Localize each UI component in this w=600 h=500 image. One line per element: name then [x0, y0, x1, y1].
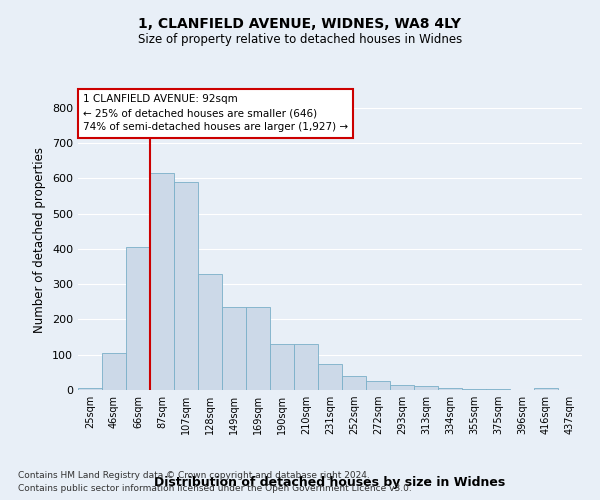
Text: 1, CLANFIELD AVENUE, WIDNES, WA8 4LY: 1, CLANFIELD AVENUE, WIDNES, WA8 4LY: [139, 18, 461, 32]
Bar: [294, 344, 318, 390]
Text: Contains public sector information licensed under the Open Government Licence v3: Contains public sector information licen…: [18, 484, 412, 493]
Bar: [102, 353, 126, 390]
Bar: [438, 388, 462, 390]
Bar: [150, 173, 174, 390]
Bar: [222, 307, 246, 390]
Bar: [246, 307, 270, 390]
Bar: [342, 376, 366, 390]
Bar: [318, 364, 342, 390]
Bar: [270, 344, 294, 390]
Bar: [390, 384, 414, 390]
Bar: [174, 182, 198, 390]
Text: 1 CLANFIELD AVENUE: 92sqm
← 25% of detached houses are smaller (646)
74% of semi: 1 CLANFIELD AVENUE: 92sqm ← 25% of detac…: [83, 94, 348, 132]
X-axis label: Distribution of detached houses by size in Widnes: Distribution of detached houses by size …: [154, 476, 506, 489]
Text: Contains HM Land Registry data © Crown copyright and database right 2024.: Contains HM Land Registry data © Crown c…: [18, 470, 370, 480]
Y-axis label: Number of detached properties: Number of detached properties: [34, 147, 46, 333]
Bar: [414, 386, 438, 390]
Text: Size of property relative to detached houses in Widnes: Size of property relative to detached ho…: [138, 32, 462, 46]
Bar: [126, 247, 150, 390]
Bar: [366, 381, 390, 390]
Bar: [462, 389, 486, 390]
Bar: [534, 388, 558, 390]
Bar: [78, 388, 102, 390]
Bar: [198, 274, 222, 390]
